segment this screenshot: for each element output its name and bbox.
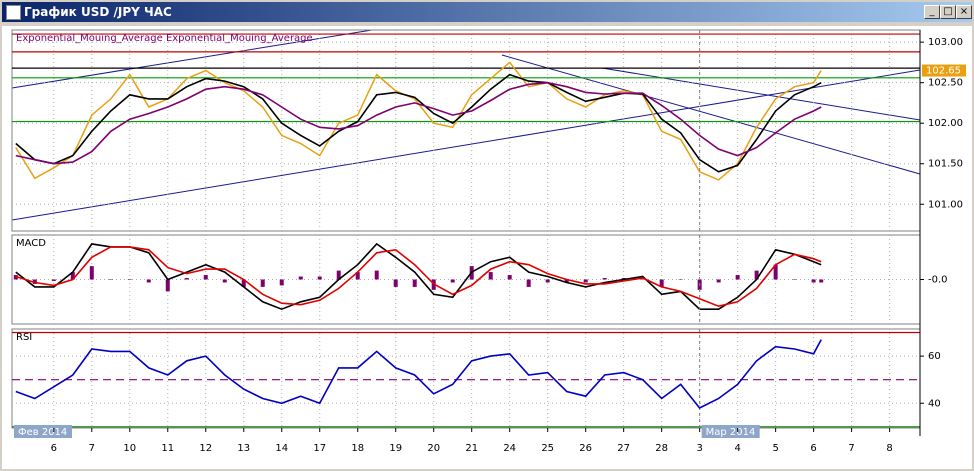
histogram-bar [526,279,531,287]
title-bar: График USD /JPY ЧАС _ □ × [2,2,972,22]
histogram-bar [146,279,151,283]
histogram-bar [317,276,322,280]
x-tick-label: 21 [465,443,478,454]
last-price-box [922,64,966,77]
x-tick-label: 5 [772,443,778,454]
window-icon [6,5,21,20]
x-tick-label: 3 [696,443,702,454]
x-tick-label: 14 [275,443,288,454]
y-tick-label: 101.00 [928,199,963,210]
trend-line [601,67,921,121]
histogram-bar [241,279,246,287]
histogram-bar [89,266,94,280]
x-tick-label: 11 [161,443,174,454]
last-price-label: 102.65 [926,66,961,77]
histogram-bar [51,279,56,281]
histogram-bar [735,275,740,280]
x-tick-label: 28 [655,443,668,454]
histogram-bar [374,270,379,280]
close-button[interactable]: × [956,5,972,19]
x-tick-label: 12 [199,443,212,454]
x-tick-label: 13 [237,443,250,454]
histogram-bar [412,279,417,287]
x-tick-label: 18 [351,443,364,454]
histogram-bar [260,279,265,287]
y-tick-label: 102.50 [928,78,963,89]
histogram-bar [507,275,512,280]
histogram-bar [659,279,664,287]
x-tick-label: 4 [734,443,740,454]
legend-entry: Exponential_Mouing_Average [166,33,313,44]
y-tick-label: 40 [928,398,941,409]
period-label: Мар 2014 [706,427,756,438]
histogram-bar [184,278,189,280]
histogram-bar [678,279,683,280]
series-line [15,61,822,181]
window-title: График USD /JPY ЧАС [24,5,172,19]
histogram-bar [222,279,227,283]
histogram-bar [811,279,816,283]
series-line [15,246,822,308]
panel-title: MACD [16,238,46,249]
histogram-bar [488,272,493,280]
histogram-bar [564,279,569,283]
x-tick-label: 17 [313,443,326,454]
histogram-bar [108,279,113,280]
maximize-button[interactable]: □ [940,5,956,19]
histogram-bar [602,278,607,280]
series-line [15,339,822,410]
x-tick-label: 7 [848,443,854,454]
histogram-bar [716,279,721,283]
x-tick-label: 10 [123,443,136,454]
histogram-bar [450,279,455,283]
period-label: Фев 2014 [18,427,67,438]
x-tick-label: 26 [579,443,592,454]
x-tick-label: 24 [503,443,516,454]
histogram-bar [583,279,588,283]
legend: Exponential_Mouing_Average Exponential_M… [16,33,313,44]
x-tick-label: 8 [886,443,892,454]
histogram-bar [773,264,778,280]
x-tick-label: 6 [51,443,57,454]
y-tick-label: 101.50 [928,159,963,170]
series-line [15,242,822,311]
histogram-bar [279,279,284,286]
histogram-bar [298,276,303,280]
y-tick-label: 60 [928,351,941,362]
histogram-bar [393,279,398,287]
trend-line [501,54,921,175]
x-tick-label: 7 [89,443,95,454]
chart-background [2,26,972,469]
period-label-box [14,425,72,438]
histogram-bar [819,279,824,283]
y-tick-label: -0.0 [928,275,948,286]
x-tick-label: 27 [617,443,630,454]
x-tick-label: 20 [427,443,440,454]
histogram-bar [336,270,341,280]
series-line [15,81,822,165]
histogram-bar [203,275,208,280]
x-tick-label: 25 [541,443,554,454]
panel-title: RSI [16,332,32,343]
chart: 103.00 102.50 102.00 101.50 101.00 102.65 Expo… [2,26,972,469]
histogram-bar [165,279,170,292]
x-tick-label: 6 [810,443,816,454]
y-tick-label: 103.00 [928,37,963,48]
minimize-button[interactable]: _ [924,5,940,19]
histogram-bar [754,270,759,280]
histogram-bar [792,279,797,280]
period-label-box [701,425,760,438]
histogram-bar [355,272,360,280]
histogram-bar [70,272,75,280]
histogram-bar [127,279,132,280]
y-tick-label: 102.00 [928,118,963,129]
histogram-bar [545,279,550,283]
x-tick-label: 19 [389,443,402,454]
legend-entry: Exponential_Mouing_Average [16,33,163,44]
